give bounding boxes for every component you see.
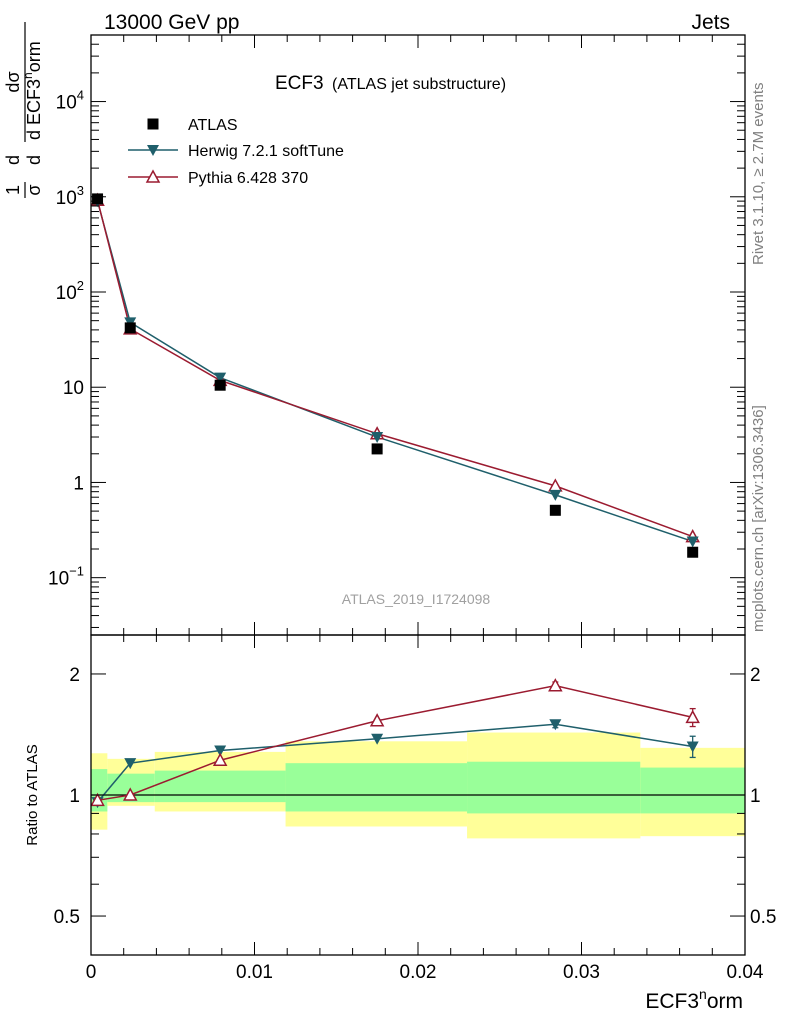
ratio-point-0-1 bbox=[124, 758, 137, 770]
ratio-point-1-0 bbox=[90, 792, 105, 807]
legend-marker-2 bbox=[145, 169, 161, 183]
main-point-0-0 bbox=[92, 193, 104, 205]
ratio-point-1-2 bbox=[212, 752, 228, 767]
ylabel-one: 1 bbox=[3, 185, 23, 195]
ylabel-dsigma: dσ bbox=[3, 71, 23, 92]
ratio-y-tick-label-right-1: 1 bbox=[750, 786, 761, 807]
x-tick-label-1: 0.01 bbox=[236, 962, 273, 983]
mcplots-label: mcplots.cern.ch [arXiv:1306.3436] bbox=[750, 405, 767, 632]
legend-label-1: Herwig 7.2.1 softTune bbox=[188, 143, 344, 160]
axis-ticks bbox=[90, 34, 746, 955]
chart-title: ECF3 (ATLAS jet substructure) bbox=[275, 73, 506, 94]
x-tick-label-4: 0.04 bbox=[727, 962, 764, 983]
main-point-0-1 bbox=[124, 322, 136, 334]
main-y-tick-label-1: 1 bbox=[73, 473, 84, 494]
main-point-1-3 bbox=[371, 432, 384, 444]
rivet-label: Rivet 3.1.10, ≥ 2.7M events bbox=[750, 83, 767, 266]
ratio-point-1-3 bbox=[369, 713, 385, 727]
ratio-y-tick-label-right-2: 2 bbox=[750, 665, 761, 686]
ratio-point-0-2 bbox=[214, 745, 227, 757]
x-axis-label: ECF3norm bbox=[645, 986, 743, 1013]
ratio-point-1-4 bbox=[548, 678, 563, 692]
ratio-y-tick-label-left-2: 2 bbox=[69, 665, 80, 686]
x-tick-label-3: 0.03 bbox=[563, 962, 600, 983]
x-tick-label-2: 0.02 bbox=[400, 962, 437, 983]
main-point-0-2 bbox=[214, 379, 226, 391]
ratio-y-tick-label-right-0: 0.5 bbox=[750, 907, 776, 928]
ratio-point-0-4 bbox=[549, 719, 562, 731]
legend: ATLAS Herwig 7.2.1 softTune Pythia 6.428 3… bbox=[128, 117, 344, 187]
ratio-y-axis-label: Ratio to ATLAS bbox=[24, 744, 41, 845]
main-line-1 bbox=[96, 200, 693, 543]
ratio-point-0-5 bbox=[686, 741, 699, 753]
ylabel-denominator: d ECF3norm bbox=[21, 41, 44, 140]
analysis-id: ATLAS_2019_I1724098 bbox=[342, 591, 491, 607]
band-inner-4 bbox=[467, 761, 641, 814]
main-point-1-5 bbox=[686, 536, 699, 548]
main-point-1-2 bbox=[214, 372, 227, 384]
legend-label-2: Pythia 6.428 370 bbox=[188, 170, 308, 187]
ratio-uncertainty-bands bbox=[91, 732, 745, 839]
ratio-y-tick-label-left-1: 1 bbox=[69, 786, 80, 807]
legend-marker-1 bbox=[147, 145, 159, 156]
main-y-tick-label-3: 102 bbox=[56, 278, 84, 304]
main-y-tick-label-0: 10−1 bbox=[48, 564, 84, 590]
x-tick-label-0: 0 bbox=[86, 962, 97, 983]
ratio-point-0-3 bbox=[371, 733, 384, 745]
ratio-line-1 bbox=[97, 684, 693, 802]
ylabel-sigma: σ bbox=[24, 184, 44, 195]
header-process: 13000 GeV pp bbox=[104, 11, 239, 34]
chart-title-main: ECF3 bbox=[275, 73, 324, 94]
data-series bbox=[90, 192, 700, 809]
main-y-axis-label: 1 σ d d dσ d ECF3norm bbox=[3, 22, 44, 198]
ratio-y-tick-label-left-0: 0.5 bbox=[54, 907, 80, 928]
ylabel-d-bottom: d bbox=[24, 155, 44, 165]
legend-marker-0 bbox=[147, 118, 159, 130]
main-y-tick-label-2: 10 bbox=[63, 378, 84, 399]
main-line-2 bbox=[96, 200, 693, 538]
main-point-0-5 bbox=[687, 546, 699, 558]
main-point-0-3 bbox=[371, 443, 383, 455]
main-point-0-4 bbox=[549, 504, 561, 516]
ratio-line-0 bbox=[96, 723, 693, 803]
legend-label-0: ATLAS bbox=[188, 117, 238, 134]
main-y-tick-label-5: 104 bbox=[56, 88, 84, 114]
band-inner-3 bbox=[285, 763, 468, 812]
main-point-1-4 bbox=[549, 489, 562, 501]
main-y-tick-label-4: 103 bbox=[56, 183, 84, 209]
ratio-point-1-1 bbox=[122, 787, 138, 801]
band-inner-2 bbox=[154, 770, 286, 803]
ratio-point-1-5 bbox=[685, 709, 700, 724]
band-inner-5 bbox=[640, 767, 745, 814]
ylabel-d-top: d bbox=[3, 155, 23, 165]
chart-title-sub: (ATLAS jet substructure) bbox=[332, 76, 506, 93]
axis-tick-labels: 0 0.01 0.02 0.03 0.04 10−1 1 10 102 103 104 0.5 0.5 1… bbox=[48, 88, 776, 983]
header-category: Jets bbox=[691, 11, 730, 34]
